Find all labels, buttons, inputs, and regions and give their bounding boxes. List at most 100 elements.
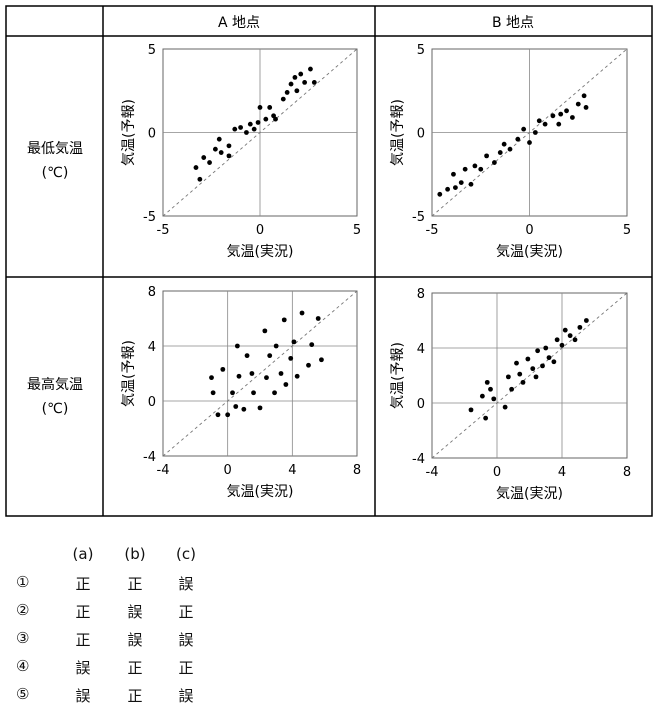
data-point xyxy=(197,176,203,182)
option-number: ⑤ xyxy=(16,685,30,703)
option-c-value: 正 xyxy=(178,659,194,677)
data-point xyxy=(501,141,507,147)
data-point xyxy=(215,412,221,418)
data-point xyxy=(468,407,474,413)
option-b-value: 正 xyxy=(127,575,143,593)
option-a-value: 正 xyxy=(75,603,91,621)
y-axis-label: 気温(予報) xyxy=(390,342,406,409)
x-tick-label: -4 xyxy=(426,465,439,480)
option-header-a: (a) xyxy=(72,545,94,563)
data-point xyxy=(550,113,556,119)
x-tick-label: 4 xyxy=(288,463,296,478)
data-point xyxy=(241,406,247,412)
option-number: ④ xyxy=(16,657,30,675)
option-row[interactable]: ② 正 誤 正 xyxy=(16,601,276,629)
data-point xyxy=(453,185,458,191)
data-point xyxy=(201,155,207,160)
x-tick-label: 0 xyxy=(493,465,501,480)
y-tick-label: 8 xyxy=(148,285,156,300)
data-point xyxy=(319,357,324,363)
row-header-min-line1: 最低気温 xyxy=(27,141,83,157)
y-tick-label: 4 xyxy=(148,340,156,355)
data-point xyxy=(546,355,552,361)
data-point xyxy=(542,121,548,127)
data-point xyxy=(581,93,587,99)
x-axis-label: 気温(実況) xyxy=(227,484,294,500)
data-point xyxy=(255,120,261,125)
data-point xyxy=(238,125,244,130)
data-point xyxy=(257,105,263,110)
scatter-panel-a-min: -5 0 5 -5 0 5 気温(実況) 気温(予報) xyxy=(121,43,361,260)
data-point xyxy=(273,343,279,349)
data-point xyxy=(226,143,232,149)
y-tick-label: 0 xyxy=(148,127,156,142)
data-point xyxy=(468,181,474,187)
data-point xyxy=(577,324,583,330)
data-point xyxy=(210,390,216,396)
y-tick-label: 0 xyxy=(148,395,156,410)
data-point xyxy=(262,328,268,334)
x-tick-label: 0 xyxy=(256,223,264,238)
option-row[interactable]: ④ 誤 正 正 xyxy=(16,657,276,685)
data-point xyxy=(567,333,573,339)
data-point xyxy=(298,71,304,77)
data-point xyxy=(267,105,273,110)
data-point xyxy=(445,186,450,192)
option-row[interactable]: ① 正 正 誤 xyxy=(16,573,276,601)
data-point xyxy=(558,111,564,117)
x-tick-label: 8 xyxy=(623,465,631,480)
data-point xyxy=(556,121,562,127)
data-point xyxy=(311,80,317,85)
option-row[interactable]: ⑤ 誤 正 誤 xyxy=(16,685,276,713)
data-point xyxy=(517,371,523,377)
option-a-value: 誤 xyxy=(75,659,91,677)
data-point xyxy=(281,317,287,323)
y-tick-label: 5 xyxy=(148,43,156,58)
row-header-max-line1: 最高気温 xyxy=(27,376,83,393)
data-point xyxy=(570,115,575,120)
y-tick-label: -4 xyxy=(412,452,425,467)
option-row[interactable]: ③ 正 誤 誤 xyxy=(16,629,276,657)
y-tick-label: 4 xyxy=(417,342,425,357)
y-tick-label: 8 xyxy=(417,287,425,302)
data-point xyxy=(288,81,294,87)
option-number: ③ xyxy=(16,629,30,647)
data-point xyxy=(218,150,224,155)
data-point xyxy=(244,353,250,359)
data-point xyxy=(535,348,541,354)
data-point xyxy=(315,316,321,321)
data-point xyxy=(226,153,232,159)
data-point xyxy=(532,130,538,135)
data-point xyxy=(244,130,249,135)
data-point xyxy=(527,140,532,145)
data-point xyxy=(280,96,286,102)
data-point xyxy=(291,339,297,345)
data-point xyxy=(230,390,235,396)
data-point xyxy=(309,342,315,348)
x-tick-label: 0 xyxy=(224,463,232,478)
y-tick-label: -5 xyxy=(412,210,425,225)
x-tick-label: 5 xyxy=(623,223,631,238)
data-point xyxy=(514,360,519,366)
options-header-row: (a) (b) (c) xyxy=(16,545,276,573)
data-point xyxy=(536,118,542,124)
data-point xyxy=(302,80,308,85)
y-tick-label: 5 xyxy=(417,43,425,58)
data-point xyxy=(502,404,508,410)
data-point xyxy=(492,160,497,165)
data-point xyxy=(564,108,569,114)
data-point xyxy=(247,121,253,127)
data-point xyxy=(472,163,478,169)
data-point xyxy=(288,355,294,361)
data-point xyxy=(484,153,489,159)
y-axis-label: 気温(予報) xyxy=(390,99,406,166)
data-point xyxy=(515,136,521,142)
scatter-comparison-table: A 地点 B 地点 最低気温 (℃) 最高気温 (℃) -5 0 5 -5 0 5 気温(実… xyxy=(5,5,653,517)
data-point xyxy=(575,101,581,107)
reference-line xyxy=(162,48,358,217)
table-svg: A 地点 B 地点 最低気温 (℃) 最高気温 (℃) -5 0 5 -5 0 5 気温(実… xyxy=(5,5,653,517)
option-c-value: 誤 xyxy=(178,687,194,705)
data-point xyxy=(212,146,218,152)
option-header-c: (c) xyxy=(176,545,196,563)
option-a-value: 誤 xyxy=(75,687,91,705)
